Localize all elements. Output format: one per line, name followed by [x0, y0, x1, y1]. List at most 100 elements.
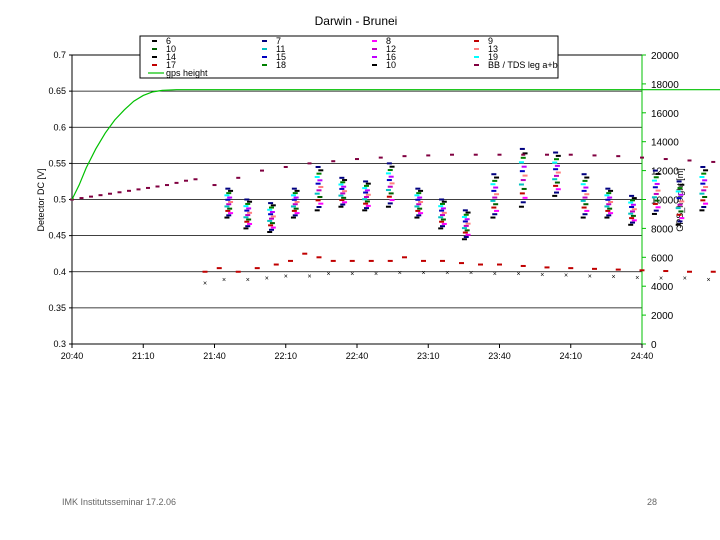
- data-point: [554, 191, 559, 194]
- data-point: [461, 227, 467, 230]
- data-point: ×: [635, 275, 639, 282]
- data-point: [520, 156, 526, 159]
- x-tick-label: 21:10: [132, 351, 155, 361]
- legend-label: 7: [276, 36, 281, 46]
- data-point: ×: [611, 274, 615, 281]
- data-point: [315, 182, 321, 185]
- data-point: [364, 184, 369, 187]
- data-point: [365, 204, 371, 207]
- data-point: [416, 214, 422, 217]
- data-point: [216, 267, 222, 270]
- data-point: [608, 189, 614, 192]
- data-point: [224, 216, 230, 219]
- data-point: [294, 201, 300, 204]
- data-point: [701, 189, 707, 192]
- data-point: ×: [469, 270, 473, 277]
- data-point: [314, 192, 320, 195]
- y-axis-label: Detector DC [V]: [36, 168, 46, 231]
- data-point: [653, 209, 659, 212]
- data-point: [438, 216, 444, 219]
- data-point: [461, 238, 467, 241]
- data-point: [628, 223, 634, 226]
- data-point: ×: [421, 270, 425, 277]
- y-tick-label: 0.5: [53, 195, 66, 205]
- data-point: [677, 187, 683, 190]
- x-tick-label: 22:40: [346, 351, 369, 361]
- data-point: [440, 218, 446, 221]
- data-point: [224, 205, 230, 208]
- data-point: [520, 179, 526, 182]
- data-point: [491, 206, 497, 209]
- data-point: [247, 222, 253, 225]
- data-point: [554, 181, 560, 184]
- data-point: ×: [516, 271, 520, 278]
- footer-left: IMK Institutsseminar 17.2.06: [62, 497, 177, 507]
- gps-height-line: [71, 89, 720, 200]
- data-point: [363, 180, 369, 183]
- data-point: [385, 189, 391, 192]
- data-point: [492, 213, 498, 216]
- data-point: [583, 186, 589, 189]
- data-point: [202, 270, 208, 273]
- data-point: [225, 198, 231, 201]
- data-point: [387, 169, 393, 172]
- data-point: [243, 227, 249, 230]
- data-point: [580, 199, 586, 202]
- x-tick-label: 23:10: [417, 351, 440, 361]
- legend-swatch: [474, 40, 479, 42]
- data-point: [244, 209, 250, 212]
- legend-swatch: [474, 56, 479, 58]
- data-point: [604, 216, 610, 219]
- y-axis-ticks: 0.3 0.35 0.4 0.45 0.5 0.55 0.6 0.65 0.7: [48, 50, 72, 349]
- legend-label: 12: [386, 44, 396, 54]
- bbtds-point: [193, 178, 198, 181]
- y2-tick-label: 2000: [651, 311, 674, 322]
- data-point: [493, 203, 499, 206]
- data-point: [520, 264, 526, 267]
- data-point: [492, 179, 498, 182]
- footer-page-number: 28: [647, 497, 658, 507]
- data-point: [314, 175, 320, 178]
- data-point: ×: [246, 277, 250, 284]
- legend-label: 15: [276, 52, 286, 62]
- data-point: [414, 216, 420, 219]
- data-point: [518, 161, 524, 164]
- data-point: [652, 169, 658, 172]
- data-point: [494, 209, 500, 212]
- data-point: [269, 222, 275, 225]
- data-point: [341, 185, 347, 188]
- data-point: [267, 231, 273, 234]
- data-point: [478, 263, 483, 266]
- data-point: [699, 175, 705, 178]
- data-point: [520, 201, 526, 204]
- data-point: ×: [265, 276, 269, 283]
- data-point: [462, 220, 468, 223]
- legend-swatch: [372, 48, 377, 50]
- data-point: [631, 197, 637, 200]
- data-point: [288, 259, 293, 262]
- y-tick-label: 0.6: [53, 122, 66, 132]
- data-point: [700, 199, 706, 202]
- data-point: [651, 179, 657, 182]
- legend-label: 17: [166, 60, 176, 70]
- data-point: [463, 224, 469, 227]
- data-point: [464, 218, 470, 221]
- data-point: [254, 267, 260, 270]
- bbtds-point: [155, 185, 160, 188]
- y2-tick-label: 6000: [651, 253, 674, 264]
- legend-box: [139, 35, 559, 79]
- data-point: [628, 212, 634, 215]
- data-point: ×: [326, 271, 330, 278]
- data-point: [362, 187, 368, 190]
- x-tick-label: 24:40: [631, 351, 654, 361]
- data-point: [386, 179, 392, 182]
- data-point: ×: [398, 270, 402, 277]
- data-point: [663, 270, 669, 273]
- data-point: [440, 207, 446, 210]
- data-point: [438, 205, 444, 208]
- legend-swatch: [152, 56, 157, 58]
- data-point: [268, 202, 274, 205]
- data-point: [440, 225, 445, 228]
- data-point: [441, 200, 447, 203]
- data-point: [606, 203, 612, 206]
